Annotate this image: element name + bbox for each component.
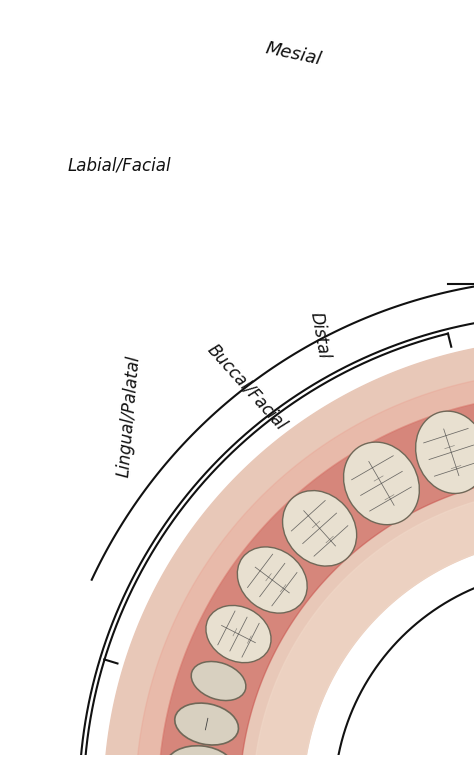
Ellipse shape [344, 442, 419, 525]
Ellipse shape [237, 547, 307, 613]
Text: Labial/Facial: Labial/Facial [68, 157, 171, 175]
Polygon shape [136, 373, 474, 765]
Polygon shape [104, 342, 474, 765]
Polygon shape [158, 396, 474, 765]
Ellipse shape [175, 703, 238, 745]
Ellipse shape [165, 746, 235, 765]
Text: Buccal/Facial: Buccal/Facial [204, 340, 291, 434]
Ellipse shape [283, 490, 356, 566]
Ellipse shape [191, 662, 246, 701]
Ellipse shape [416, 411, 474, 493]
Text: Mesial: Mesial [264, 39, 323, 69]
Text: Distal: Distal [307, 311, 333, 360]
Ellipse shape [206, 605, 271, 662]
Text: Lingual/Palatal: Lingual/Palatal [114, 355, 143, 478]
Polygon shape [253, 490, 474, 765]
